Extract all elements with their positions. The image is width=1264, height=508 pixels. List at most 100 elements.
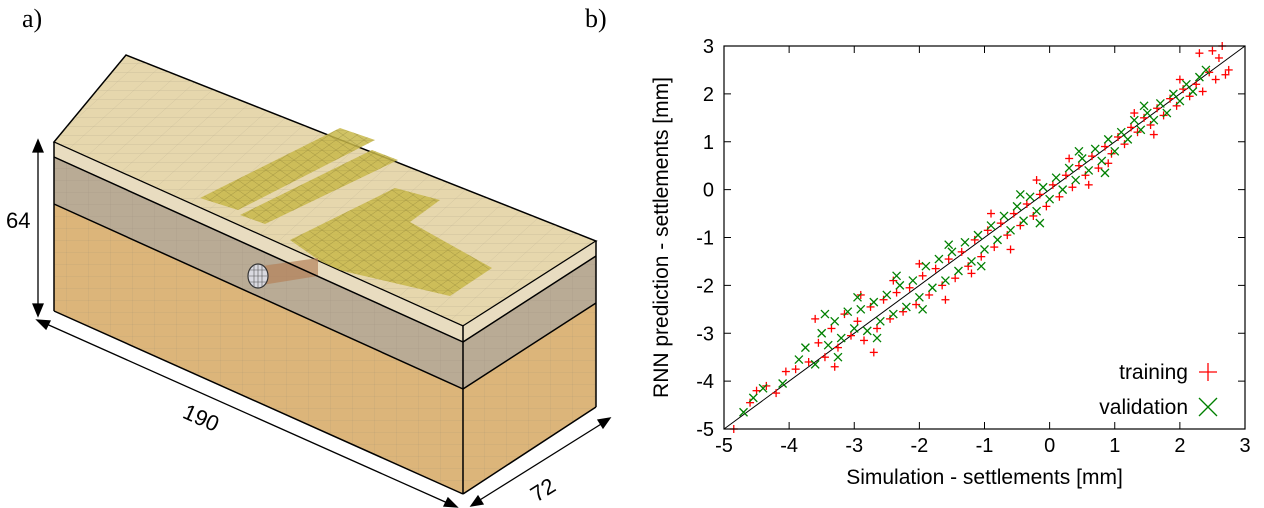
x-tick-label: -2 [910, 435, 928, 457]
tunnel-model-3d-view: 64 190 72 [6, 54, 612, 508]
model-edges [53, 142, 597, 495]
training-point [1022, 199, 1031, 208]
validation-point [830, 316, 840, 326]
validation-point [986, 221, 996, 230]
panel-label-a: a) [22, 4, 43, 33]
validation-point [1175, 96, 1185, 106]
training-point [1140, 113, 1149, 122]
training-point [1055, 192, 1064, 201]
training-point [905, 283, 914, 292]
training-point [899, 307, 908, 316]
validation-point [1116, 127, 1126, 137]
validation-point [976, 261, 986, 271]
validation-point [918, 304, 928, 314]
validation-point [895, 280, 905, 290]
validation-point [1071, 175, 1081, 185]
training-point [1192, 80, 1201, 89]
training-point [1042, 202, 1051, 211]
training-point [1149, 130, 1158, 139]
validation-point [1149, 115, 1159, 125]
training-point [967, 269, 976, 278]
validation-point [1188, 87, 1198, 96]
training-point [1003, 231, 1012, 240]
y-tick-label: 3 [703, 36, 714, 58]
training-point [925, 290, 934, 299]
validation-point [1035, 218, 1045, 228]
training-point [752, 386, 761, 395]
training-point [1214, 53, 1223, 62]
validation-point [908, 276, 918, 286]
y-tick-label: -5 [696, 419, 714, 441]
training-point [1006, 245, 1015, 254]
training-point [990, 243, 999, 252]
y-tick-label: 1 [703, 132, 714, 154]
validation-point [739, 407, 748, 417]
validation-point [794, 355, 804, 365]
validation-point [999, 211, 1009, 221]
training-point [1061, 171, 1070, 180]
training-point [1048, 180, 1057, 189]
validation-point [1103, 134, 1113, 144]
training-point [912, 300, 921, 309]
validation-point [1100, 168, 1110, 178]
validation-point [1038, 182, 1048, 192]
training-point [1029, 211, 1038, 220]
training-point [1104, 159, 1113, 168]
validation-point [1136, 125, 1146, 135]
validation-point [1110, 146, 1120, 156]
x-tick-label: 0 [1044, 435, 1055, 457]
training-point [1198, 87, 1207, 96]
validation-point [1019, 216, 1029, 226]
dimension-width-arrow [469, 417, 612, 507]
legend-marker-training [1199, 363, 1217, 381]
validation-point [1051, 173, 1061, 183]
validation-point [1025, 192, 1035, 202]
training-point [1087, 152, 1096, 161]
training-point [1009, 209, 1018, 218]
training-point [1094, 164, 1103, 173]
validation-point [1201, 65, 1211, 75]
x-tick-label: -1 [976, 435, 994, 457]
training-point [791, 365, 800, 374]
training-point [915, 259, 924, 268]
training-point [996, 219, 1005, 228]
validation-point [1155, 98, 1165, 108]
training-point [1120, 140, 1129, 149]
training-point [860, 336, 869, 345]
training-point [833, 343, 842, 352]
training-point [1016, 221, 1025, 230]
training-point [889, 276, 898, 285]
y-tick-label: 0 [703, 180, 714, 202]
validation-point [960, 237, 970, 247]
training-point [1195, 49, 1204, 58]
training-point [869, 348, 878, 357]
training-point [1208, 46, 1217, 55]
validation-point [1142, 108, 1152, 118]
training-point [1172, 101, 1181, 110]
training-point [1100, 142, 1109, 151]
y-axis-label: RNN prediction - settlements [mm] [650, 77, 673, 398]
training-point [820, 353, 829, 362]
dimension-length-arrow [35, 319, 459, 508]
training-point [772, 389, 781, 398]
training-point [1035, 190, 1044, 199]
validation-point [888, 309, 898, 319]
validation-point [934, 254, 944, 264]
training-point [873, 324, 882, 333]
training-point [814, 338, 823, 347]
validation-point [856, 304, 866, 314]
training-point [830, 362, 839, 371]
validation-point [758, 383, 768, 393]
validation-point [1168, 89, 1178, 99]
training-point [1068, 183, 1077, 192]
training-point [781, 367, 790, 376]
dimension-height-arrow [32, 138, 44, 318]
training-point [811, 314, 820, 323]
validation-point [1032, 206, 1042, 216]
validation-point [1162, 108, 1172, 118]
training-point [941, 295, 950, 304]
validation-point [1012, 201, 1022, 211]
validation-point [940, 276, 950, 286]
training-point [957, 247, 966, 256]
validation-point [875, 316, 885, 326]
